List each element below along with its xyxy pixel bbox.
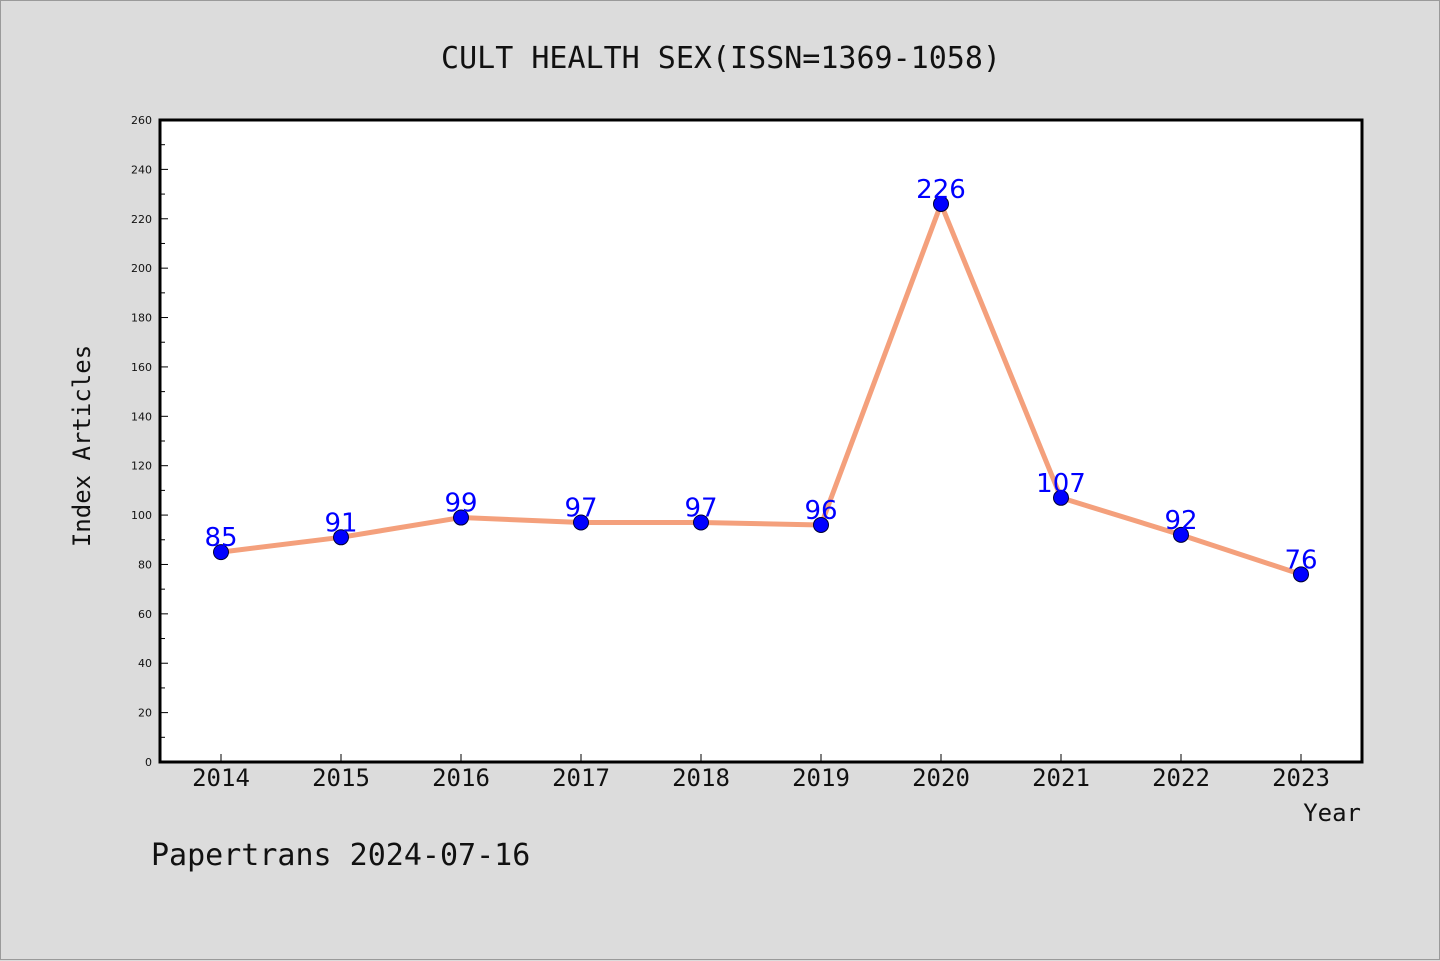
y-tick-label: 240 bbox=[131, 163, 152, 176]
data-point bbox=[933, 195, 949, 212]
x-tick-label: 2023 bbox=[1272, 764, 1330, 792]
data-point bbox=[573, 514, 589, 531]
x-tick-label: 2017 bbox=[552, 764, 610, 792]
y-tick-label: 260 bbox=[131, 114, 152, 127]
x-tick-label: 2015 bbox=[312, 764, 370, 792]
data-point bbox=[1053, 489, 1069, 506]
x-tick-label: 2020 bbox=[912, 764, 970, 792]
data-point bbox=[1293, 566, 1309, 583]
y-tick-label: 140 bbox=[131, 410, 152, 423]
data-point bbox=[813, 516, 829, 533]
data-label: 85 bbox=[204, 523, 237, 553]
y-tick-label: 100 bbox=[131, 509, 152, 522]
data-point bbox=[693, 514, 709, 531]
data-label: 96 bbox=[804, 496, 837, 526]
y-axis-label: Index Articles bbox=[68, 345, 96, 547]
y-tick-label: 40 bbox=[138, 657, 152, 670]
x-axis: 2014 2015 2016 2017 2018 2019 2020 2021 2022 2023 bbox=[192, 754, 1330, 792]
data-label: 97 bbox=[684, 493, 717, 523]
data-label: 99 bbox=[444, 489, 477, 519]
data-label: 107 bbox=[1036, 469, 1086, 499]
x-tick-label: 2016 bbox=[432, 764, 490, 792]
series-layer bbox=[213, 195, 1309, 583]
plot-area bbox=[158, 118, 1364, 764]
footer-text: Papertrans 2024-07-16 bbox=[151, 838, 530, 873]
data-label: 91 bbox=[324, 508, 357, 538]
x-tick-label: 2022 bbox=[1152, 764, 1210, 792]
data-point bbox=[1173, 526, 1189, 543]
data-label: 92 bbox=[1164, 506, 1197, 536]
y-axis: 0 20 40 60 80 100 120 140 160 180 200 220 240 260 bbox=[131, 114, 168, 769]
data-labels: 85 91 99 97 97 96 226 107 92 76 bbox=[204, 175, 1317, 575]
y-tick-label: 200 bbox=[131, 262, 152, 275]
y-tick-label: 20 bbox=[138, 707, 152, 720]
x-tick-label: 2021 bbox=[1032, 764, 1090, 792]
y-tick-label: 180 bbox=[131, 312, 152, 325]
data-label: 97 bbox=[564, 493, 597, 523]
y-tick-label: 80 bbox=[138, 558, 152, 571]
data-label: 76 bbox=[1284, 545, 1317, 575]
chart-title: CULT HEALTH SEX(ISSN=1369-1058) bbox=[441, 41, 1001, 76]
x-tick-label: 2019 bbox=[792, 764, 850, 792]
x-axis-label: Year bbox=[1303, 799, 1361, 827]
y-tick-label: 160 bbox=[131, 361, 152, 374]
y-tick-label: 120 bbox=[131, 460, 152, 473]
y-tick-label: 0 bbox=[145, 756, 152, 769]
x-tick-label: 2014 bbox=[192, 764, 250, 792]
x-tick-label: 2018 bbox=[672, 764, 730, 792]
data-point bbox=[213, 544, 229, 561]
series-line bbox=[220, 201, 1302, 577]
data-point bbox=[333, 529, 349, 546]
y-tick-label: 220 bbox=[131, 213, 152, 226]
y-tick-label: 60 bbox=[138, 608, 152, 621]
data-point bbox=[453, 509, 469, 526]
data-label: 226 bbox=[916, 175, 966, 205]
